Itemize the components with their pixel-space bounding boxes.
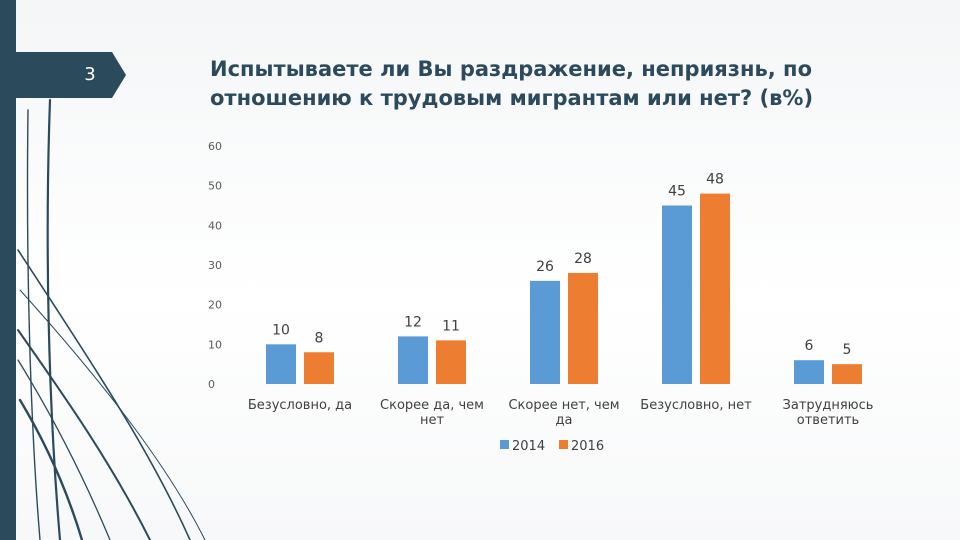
- data-label: 11: [442, 318, 460, 334]
- bar-2016-3: [700, 193, 730, 384]
- data-label: 48: [706, 172, 724, 188]
- category-label: да: [556, 413, 573, 428]
- bar-2016-1: [436, 340, 466, 384]
- bar-2016-0: [304, 352, 334, 384]
- y-tick-label: 50: [208, 180, 222, 193]
- y-tick-label: 0: [208, 378, 215, 391]
- bars: [266, 193, 862, 384]
- category-label: Безусловно, нет: [640, 398, 752, 413]
- legend-label-2014: 2014: [512, 439, 545, 454]
- legend-label-2016: 2016: [571, 439, 604, 454]
- category-label: Скорее да, чем: [380, 398, 484, 413]
- data-label: 6: [805, 338, 814, 354]
- legend-swatch-2014: [500, 440, 509, 449]
- category-label: ответить: [797, 413, 859, 428]
- y-tick-label: 40: [208, 219, 222, 232]
- category-label: Скорее нет, чем: [508, 398, 619, 413]
- category-label: Безусловно, да: [248, 398, 352, 413]
- slide-number: 3: [84, 64, 96, 85]
- data-label: 28: [574, 251, 592, 267]
- y-tick-label: 30: [208, 259, 222, 272]
- bar-2014-0: [266, 344, 296, 384]
- data-label: 8: [315, 330, 324, 346]
- left-sidebar-band: [0, 0, 16, 540]
- bar-2014-4: [794, 360, 824, 384]
- category-label: Затрудняюсь: [783, 398, 874, 413]
- slide-number-tab: [0, 52, 126, 98]
- data-label: 26: [536, 259, 554, 275]
- data-label: 10: [272, 322, 290, 338]
- bar-2014-2: [530, 280, 560, 384]
- y-tick-label: 60: [208, 140, 222, 153]
- data-labels: 10 12 26 45 6 8 11 28 48 5: [272, 172, 851, 359]
- y-tick-label: 20: [208, 299, 222, 312]
- y-tick-label: 10: [208, 338, 222, 351]
- chart-title: Испытываете ли Вы раздражение, неприязнь…: [210, 57, 814, 110]
- legend: 2014 2016: [500, 439, 604, 454]
- bar-2016-4: [832, 364, 862, 384]
- legend-swatch-2016: [559, 440, 568, 449]
- data-label: 5: [843, 342, 852, 358]
- data-label: 12: [404, 314, 422, 330]
- bar-2014-3: [662, 205, 692, 384]
- category-label: нет: [420, 413, 444, 428]
- bar-2014-1: [398, 336, 428, 384]
- bar-2016-2: [568, 272, 598, 384]
- y-axis: 0 10 20 30 40 50 60: [208, 140, 222, 391]
- decorative-curves: [17, 98, 206, 540]
- data-label: 45: [668, 184, 686, 200]
